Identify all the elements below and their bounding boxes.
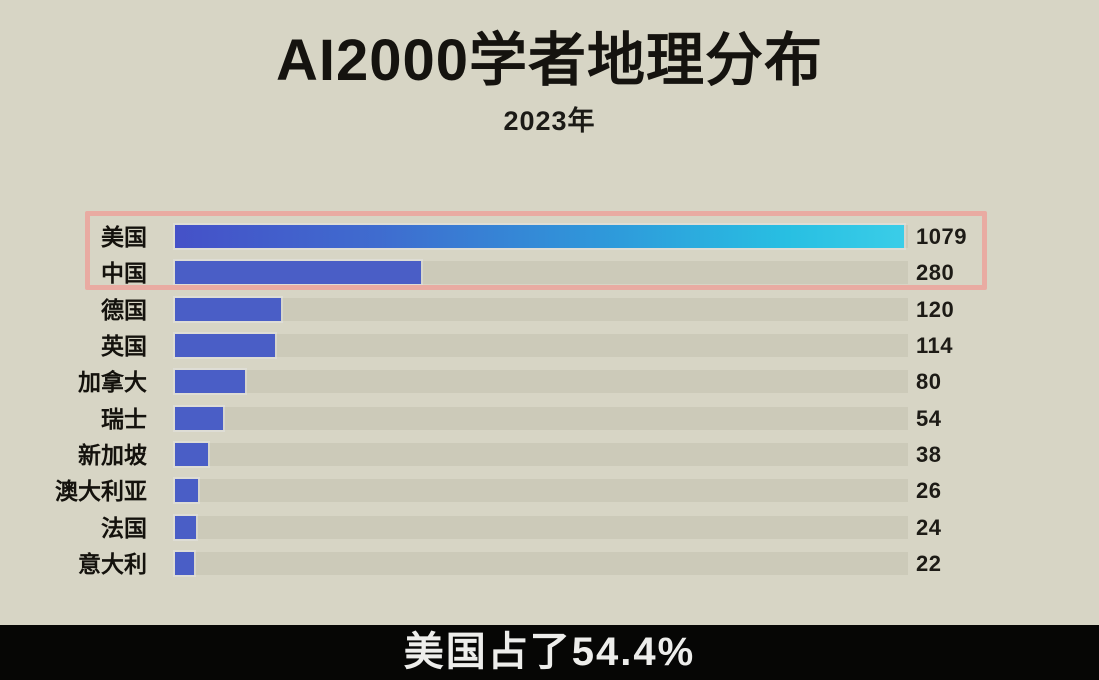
chart-row: 瑞士 54	[0, 401, 1099, 437]
chart-row: 意大利 22	[0, 546, 1099, 582]
value-label: 24	[916, 515, 942, 540]
bar-track	[175, 407, 908, 430]
country-label: 英国	[101, 333, 147, 359]
country-label: 澳大利亚	[55, 478, 147, 504]
chart-row: 英国 114	[0, 328, 1099, 364]
country-label: 法国	[101, 515, 147, 541]
bar-track	[175, 443, 908, 466]
country-label: 新加坡	[78, 442, 147, 468]
bar-track	[175, 552, 908, 575]
value-label: 38	[916, 442, 942, 467]
value-label: 120	[916, 297, 955, 322]
chart-row: 中国 280	[0, 255, 1099, 291]
country-label: 美国	[101, 224, 147, 250]
value-label: 22	[916, 551, 942, 576]
bar	[175, 516, 196, 539]
page-subtitle: 2023年	[503, 106, 596, 136]
bar	[175, 298, 281, 321]
country-label: 意大利	[78, 551, 147, 577]
bar-track	[175, 334, 908, 357]
value-label: 114	[916, 333, 953, 358]
chart-row: 加拿大 80	[0, 364, 1099, 400]
bar-track	[175, 298, 908, 321]
bar-track	[175, 370, 908, 393]
country-label: 德国	[101, 297, 147, 323]
caption-text: 美国占了54.4%	[403, 630, 696, 674]
bar	[175, 407, 223, 430]
chart-row: 法国 24	[0, 510, 1099, 546]
bar	[175, 334, 275, 357]
value-label: 26	[916, 478, 942, 503]
chart-row: 美国 1079	[0, 219, 1099, 255]
bar-track	[175, 516, 908, 539]
value-label: 1079	[916, 224, 967, 249]
bar	[175, 443, 208, 466]
chart-row: 新加坡 38	[0, 437, 1099, 473]
country-label: 瑞士	[101, 406, 147, 432]
country-label: 加拿大	[78, 369, 147, 395]
value-label: 80	[916, 369, 942, 394]
bar	[175, 370, 245, 393]
value-label: 280	[916, 260, 955, 285]
bar	[175, 552, 194, 575]
value-label: 54	[916, 406, 942, 431]
caption-bar: 美国占了54.4%	[0, 625, 1099, 680]
bar	[175, 225, 904, 248]
chart-row: 澳大利亚 26	[0, 473, 1099, 509]
page-title: AI2000学者地理分布	[275, 28, 824, 93]
bar-track	[175, 479, 908, 502]
bar	[175, 479, 198, 502]
country-label: 中国	[101, 260, 147, 286]
bar	[175, 261, 421, 284]
chart-row: 德国 120	[0, 292, 1099, 328]
